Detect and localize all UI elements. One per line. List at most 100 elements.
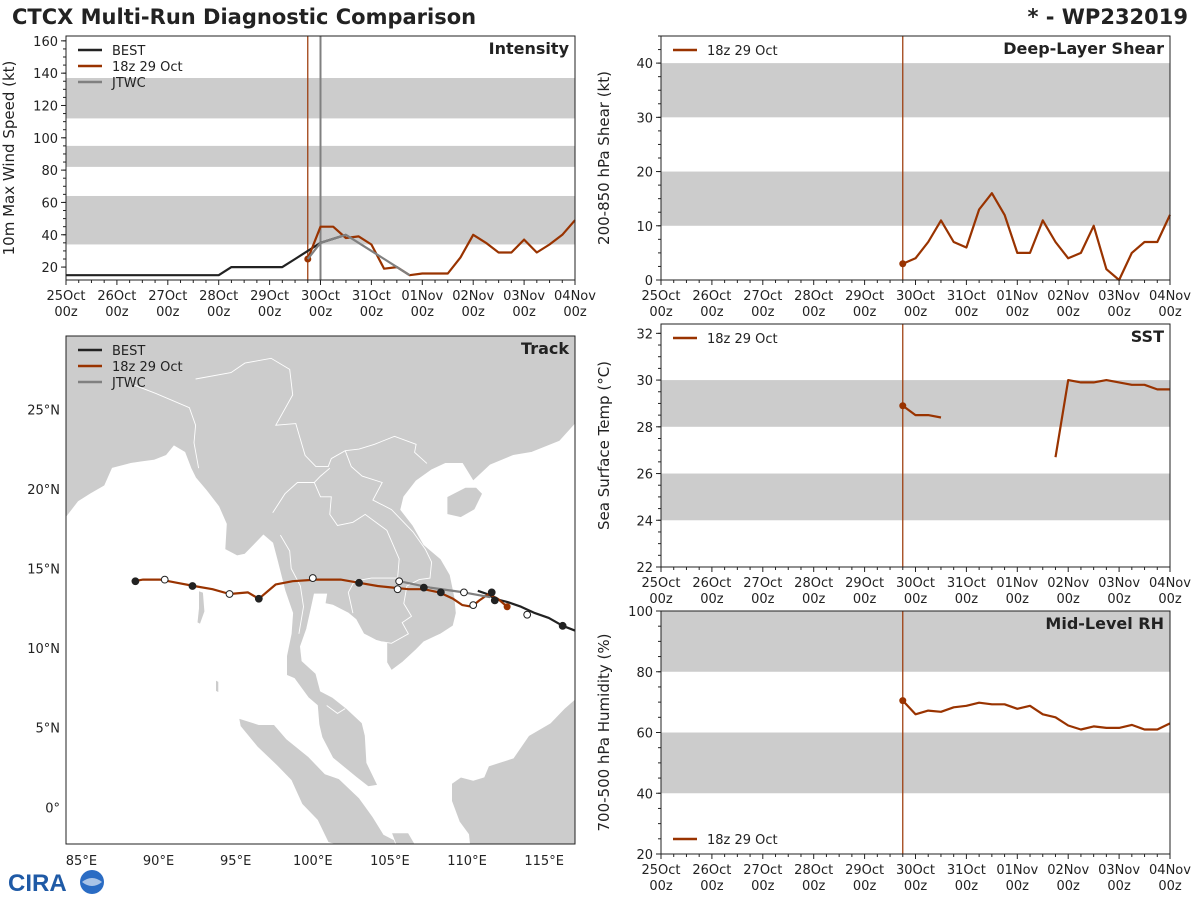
intensity-xtick-sublabel-1: 00z <box>105 305 129 320</box>
intensity-xtick-sublabel-0: 00z <box>54 305 78 320</box>
palawan-tip <box>577 666 583 684</box>
rh-xtick-label-2: 27Oct <box>743 863 782 878</box>
intensity-xtick-label-9: 03Nov <box>503 289 545 304</box>
sst-xtick-sublabel-0: 00z <box>649 592 673 607</box>
rh-xtick-label-6: 31Oct <box>947 863 986 878</box>
shear-xtick-label-9: 03Nov <box>1098 289 1140 304</box>
sst-xtick-label-1: 26Oct <box>692 576 731 591</box>
intensity-ytick-label-2: 60 <box>41 196 58 211</box>
track-legend-label-1: 18z 29 Oct <box>112 360 183 375</box>
track-best-dot-2 <box>490 596 499 605</box>
sst-xtick-sublabel-5: 00z <box>904 592 928 607</box>
rh-ytick-label-1: 40 <box>636 787 653 802</box>
intensity-xtick-sublabel-4: 00z <box>258 305 282 320</box>
shear-series-0-line <box>902 192 1171 282</box>
shear-xtick-label-6: 31Oct <box>947 289 986 304</box>
shear-ytick-label-2: 20 <box>636 166 653 181</box>
mainland-asia <box>66 336 575 788</box>
track-best-dot-1 <box>523 610 532 619</box>
rh-xtick-sublabel-5: 00z <box>904 879 928 894</box>
rh-band-1 <box>661 611 1170 672</box>
track-series-1-start-marker <box>503 603 511 611</box>
track-map-layer <box>66 336 583 844</box>
rh-xtick-sublabel-2: 00z <box>751 879 775 894</box>
rh-xtick-label-7: 01Nov <box>996 863 1038 878</box>
sst-xtick-label-9: 03Nov <box>1098 576 1140 591</box>
track-legend-label-2: JTWC <box>111 376 146 391</box>
track-best-dot-0 <box>558 621 567 630</box>
country-border-2 <box>313 467 331 483</box>
sst-xtick-sublabel-7: 00z <box>1006 592 1030 607</box>
shear-xtick-label-4: 29Oct <box>845 289 884 304</box>
intensity-ytick-label-5: 120 <box>33 99 58 114</box>
globe-swirl <box>82 878 102 886</box>
track-frame <box>65 335 576 845</box>
rh-xtick-sublabel-0: 00z <box>649 879 673 894</box>
track-legend-label-0: BEST <box>112 344 145 359</box>
track-ytick-label-0: 0° <box>45 801 60 816</box>
rh-title: Mid-Level RH <box>1045 614 1164 633</box>
sst-title: SST <box>1131 327 1164 346</box>
intensity-xtick-sublabel-9: 00z <box>512 305 536 320</box>
track-run-dot-1 <box>436 588 445 597</box>
intensity-xtick-sublabel-6: 00z <box>360 305 384 320</box>
shear-xtick-sublabel-7: 00z <box>1006 305 1030 320</box>
rh-xtick-label-5: 30Oct <box>896 863 935 878</box>
rh-series-0-line <box>901 699 1171 731</box>
sst-xtick-label-5: 30Oct <box>896 576 935 591</box>
intensity-xtick-sublabel-5: 00z <box>309 305 333 320</box>
sst-ylabel: Sea Surface Temp (°C) <box>595 361 613 530</box>
shear-xtick-sublabel-6: 00z <box>955 305 979 320</box>
track-jtwc-dot-0 <box>460 588 468 597</box>
rh-xtick-label-8: 02Nov <box>1047 863 1089 878</box>
intensity-legend-label-2: JTWC <box>111 76 146 91</box>
sst-xtick-label-7: 01Nov <box>996 576 1038 591</box>
sst-ytick-label-1: 24 <box>636 514 653 529</box>
rh-xtick-label-0: 25Oct <box>641 863 680 878</box>
rh-xtick-label-3: 28Oct <box>794 863 833 878</box>
shear-xtick-sublabel-1: 00z <box>700 305 724 320</box>
shear-xtick-sublabel-3: 00z <box>802 305 826 320</box>
rh-xtick-sublabel-10: 00z <box>1158 879 1182 894</box>
intensity-xtick-sublabel-8: 00z <box>462 305 486 320</box>
shear-xtick-sublabel-2: 00z <box>751 305 775 320</box>
borneo <box>451 698 575 844</box>
country-border-1 <box>195 357 428 468</box>
intensity-ytick-label-7: 160 <box>33 35 58 50</box>
intensity-xtick-label-4: 29Oct <box>250 289 289 304</box>
sst-xtick-label-3: 28Oct <box>794 576 833 591</box>
intensity-legend-label-1: 18z 29 Oct <box>112 60 183 75</box>
sst-band-0 <box>661 473 1170 521</box>
sst-ytick-label-3: 28 <box>636 421 653 436</box>
track-xtick-label-5: 110°E <box>447 854 487 869</box>
track-xtick-label-6: 115°E <box>524 854 564 869</box>
intensity-xtick-label-1: 26Oct <box>97 289 136 304</box>
intensity-xtick-label-0: 25Oct <box>46 289 85 304</box>
intensity-ytick-label-4: 100 <box>33 132 58 147</box>
shear-xtick-sublabel-10: 00z <box>1158 305 1182 320</box>
track-run-dot-9 <box>160 575 169 584</box>
sst-xtick-sublabel-1: 00z <box>700 592 724 607</box>
track-run-dot-3 <box>393 585 402 594</box>
shear-ytick-label-1: 10 <box>636 220 653 235</box>
intensity-xtick-label-3: 28Oct <box>199 289 238 304</box>
intensity-series-1-line <box>306 219 576 277</box>
intensity-ytick-label-6: 140 <box>33 67 58 82</box>
shear-xtick-label-8: 02Nov <box>1047 289 1089 304</box>
sst-xtick-label-8: 02Nov <box>1047 576 1089 591</box>
country-border-4 <box>272 482 400 614</box>
shear-xtick-label-3: 28Oct <box>794 289 833 304</box>
intensity-xtick-label-5: 30Oct <box>301 289 340 304</box>
shear-xtick-sublabel-9: 00z <box>1107 305 1131 320</box>
rh-xtick-sublabel-7: 00z <box>1006 879 1030 894</box>
sst-plot-bg <box>661 324 1170 567</box>
rh-xtick-label-1: 26Oct <box>692 863 731 878</box>
intensity-xtick-label-2: 27Oct <box>148 289 187 304</box>
rh-xtick-label-4: 29Oct <box>845 863 884 878</box>
shear-ytick-label-4: 40 <box>636 57 653 72</box>
rh-xtick-label-10: 04Nov <box>1149 863 1191 878</box>
rh-legend-label-0: 18z 29 Oct <box>707 833 778 848</box>
rh-xtick-sublabel-8: 00z <box>1057 879 1081 894</box>
track-run-dot-2 <box>419 583 428 592</box>
track-run-dot-0 <box>469 601 478 610</box>
